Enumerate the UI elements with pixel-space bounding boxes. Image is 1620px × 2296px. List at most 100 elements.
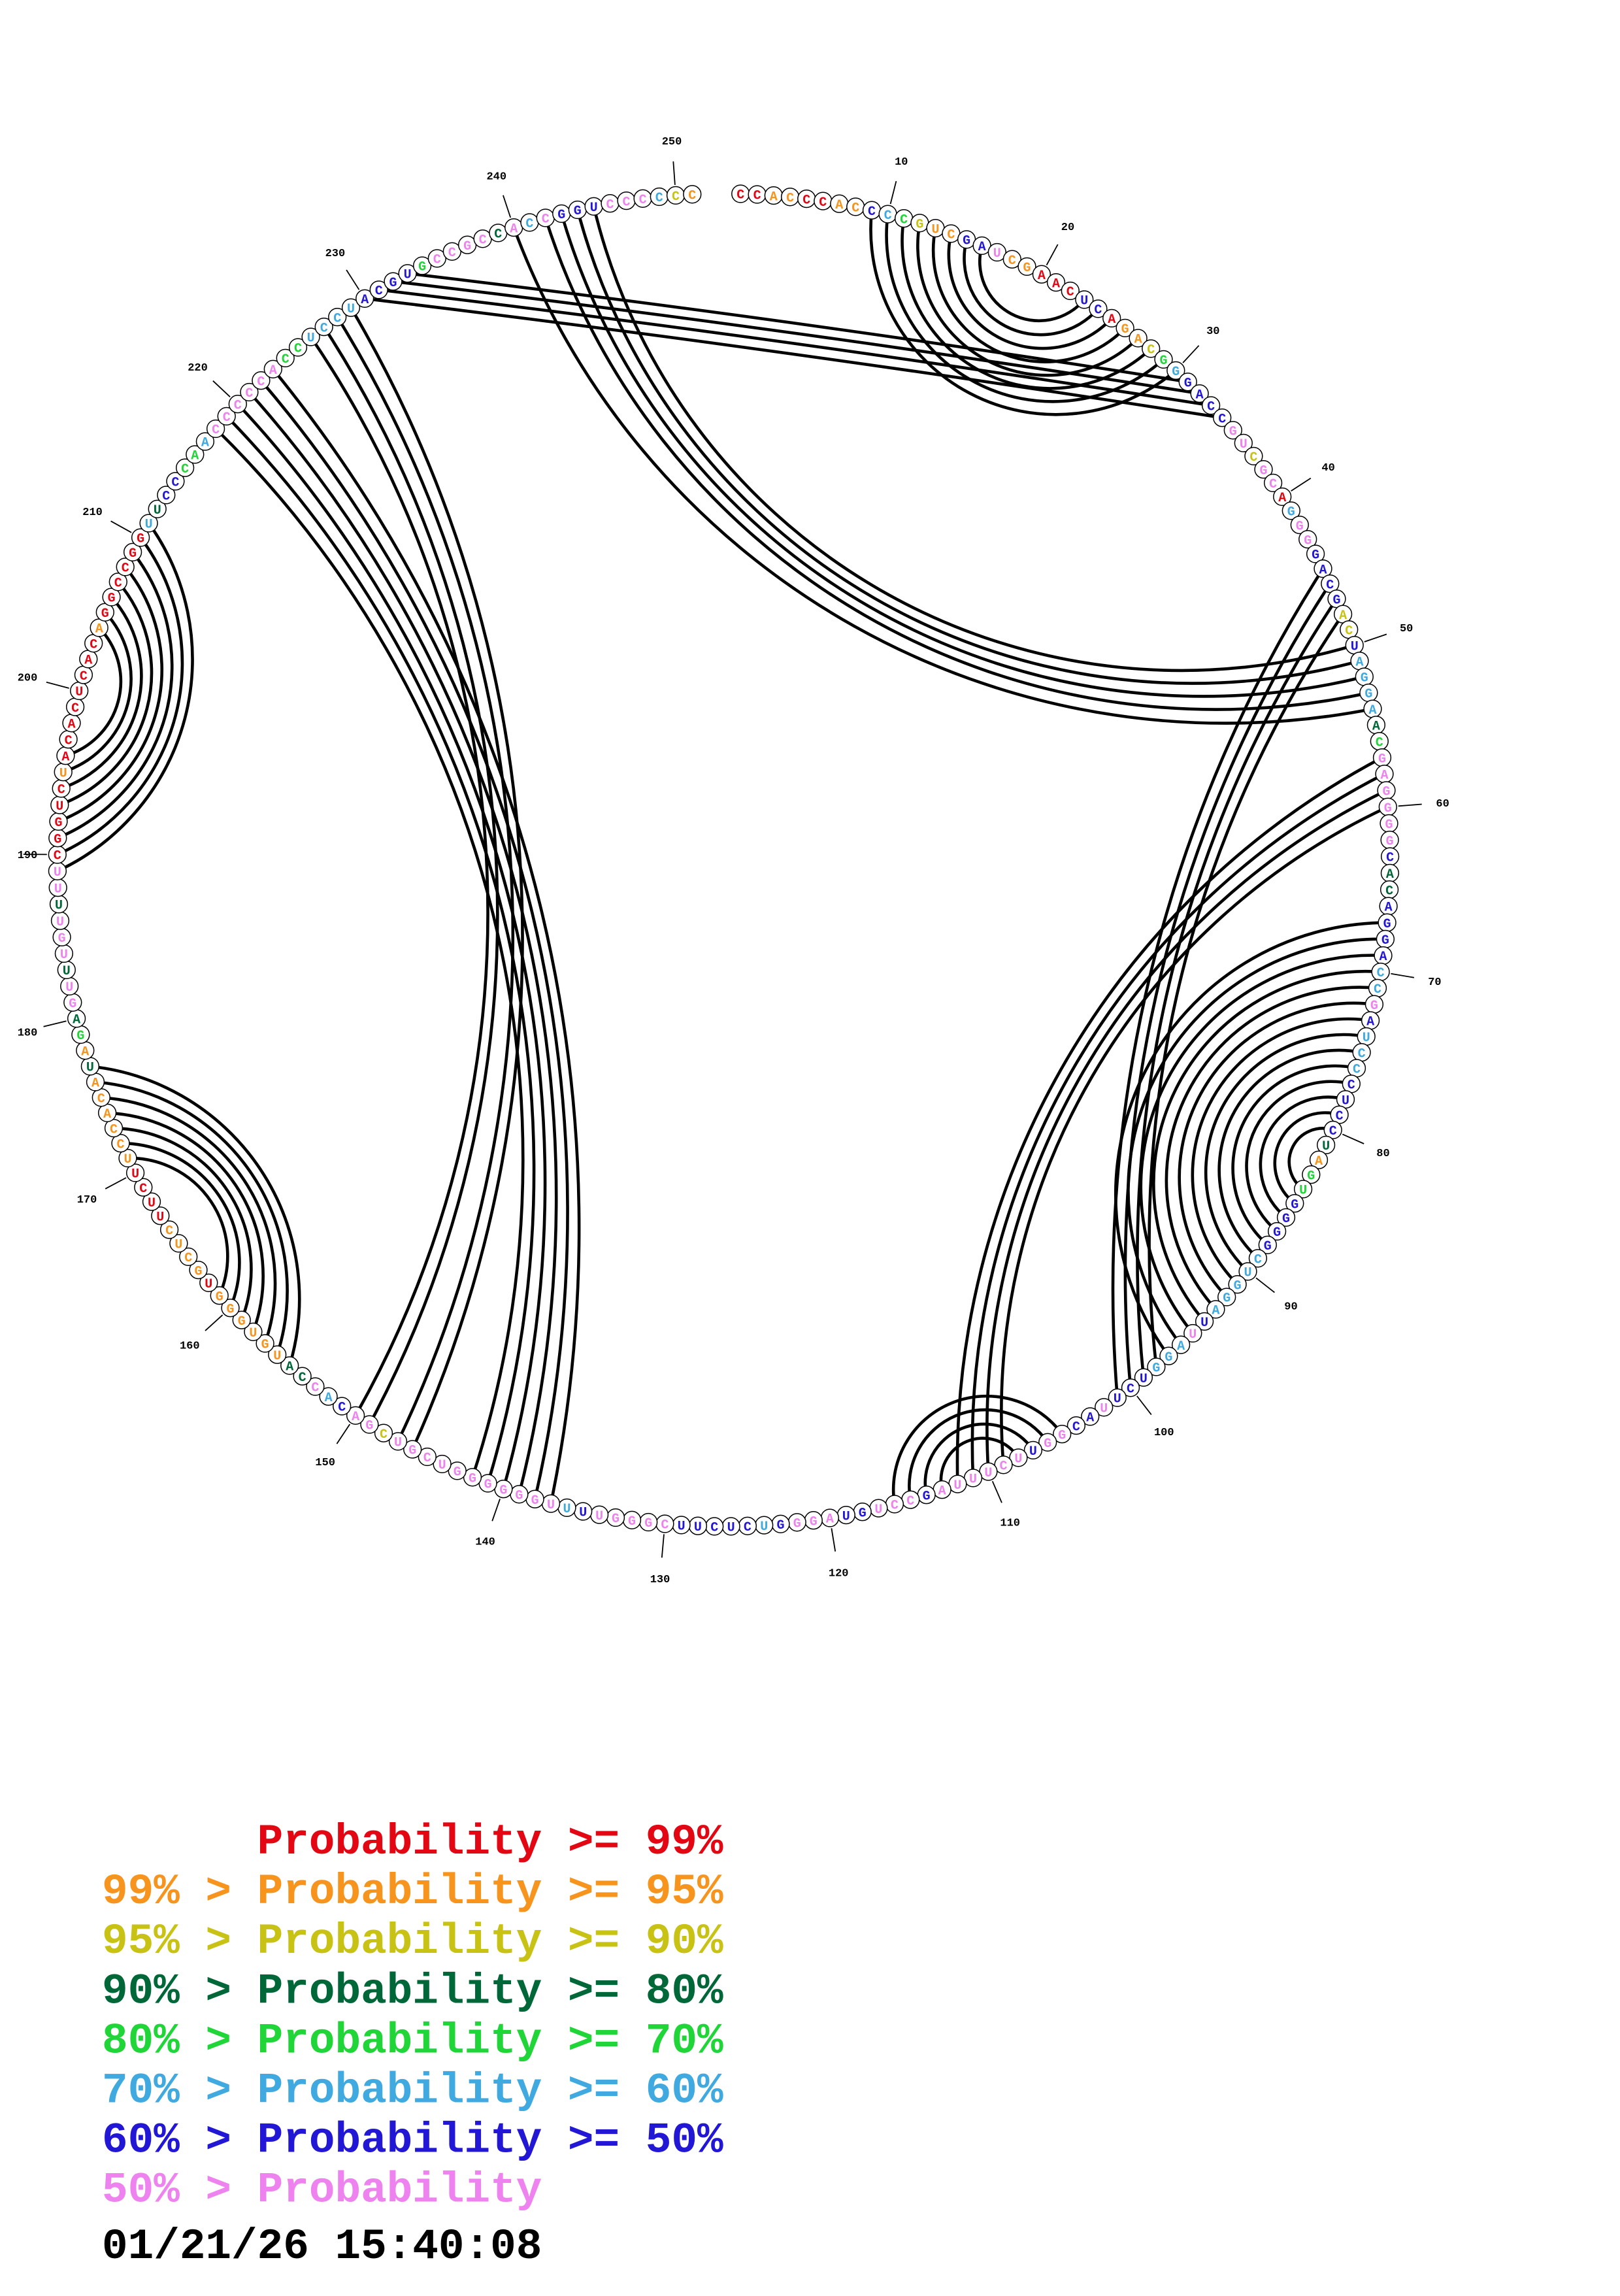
svg-text:U: U <box>760 1520 768 1535</box>
svg-text:C: C <box>80 669 88 684</box>
svg-text:G: G <box>261 1338 269 1353</box>
svg-text:C: C <box>54 849 61 864</box>
svg-text:220: 220 <box>188 362 208 374</box>
svg-text:G: G <box>389 276 397 291</box>
svg-text:C: C <box>58 783 65 798</box>
svg-text:G: G <box>916 218 923 233</box>
svg-text:240: 240 <box>486 171 506 183</box>
svg-text:A: A <box>84 654 92 669</box>
svg-text:U: U <box>842 1509 850 1524</box>
svg-text:G: G <box>644 1516 652 1531</box>
svg-text:U: U <box>984 1466 992 1481</box>
svg-text:G: G <box>101 607 109 622</box>
svg-text:G: G <box>137 532 144 547</box>
svg-text:C: C <box>234 398 242 413</box>
svg-text:C: C <box>433 253 441 268</box>
svg-text:U: U <box>563 1502 570 1517</box>
svg-text:C: C <box>448 246 456 261</box>
svg-text:U: U <box>249 1326 257 1341</box>
svg-text:G: G <box>1273 1225 1281 1240</box>
svg-text:U: U <box>54 882 62 897</box>
svg-text:U: U <box>60 948 68 963</box>
svg-text:G: G <box>1121 322 1129 337</box>
svg-text:C: C <box>622 195 630 210</box>
svg-text:200: 200 <box>18 673 38 685</box>
svg-text:40: 40 <box>1321 462 1334 474</box>
svg-text:C: C <box>1385 884 1393 899</box>
svg-text:U: U <box>124 1152 131 1167</box>
svg-text:G: G <box>76 1029 84 1044</box>
svg-text:C: C <box>282 352 289 367</box>
svg-text:G: G <box>408 1444 416 1459</box>
svg-text:U: U <box>1029 1444 1037 1459</box>
svg-text:80% > Probability >= 70%: 80% > Probability >= 70% <box>102 2016 723 2065</box>
svg-text:C: C <box>380 1427 388 1442</box>
svg-text:C: C <box>744 1520 752 1535</box>
svg-text:60% > Probability >= 50%: 60% > Probability >= 50% <box>102 2116 723 2165</box>
svg-text:A: A <box>352 1410 359 1425</box>
svg-text:C: C <box>171 476 179 491</box>
svg-text:C: C <box>1345 624 1353 639</box>
svg-text:G: G <box>1229 425 1237 440</box>
svg-text:U: U <box>1100 1402 1108 1417</box>
svg-text:130: 130 <box>650 1574 670 1586</box>
svg-text:C: C <box>245 386 253 401</box>
svg-text:C: C <box>1094 303 1102 318</box>
svg-text:C: C <box>639 193 647 208</box>
svg-text:C: C <box>710 1521 718 1536</box>
svg-text:150: 150 <box>315 1457 335 1469</box>
svg-text:U: U <box>273 1349 281 1364</box>
svg-text:C: C <box>1008 254 1016 269</box>
svg-text:G: G <box>463 239 471 254</box>
svg-text:G: G <box>531 1493 539 1508</box>
svg-text:G: G <box>1296 519 1304 534</box>
svg-text:180: 180 <box>18 1027 38 1039</box>
svg-text:U: U <box>590 201 598 216</box>
svg-text:A: A <box>770 190 778 205</box>
svg-text:C: C <box>311 1381 319 1396</box>
svg-text:C: C <box>1376 735 1383 750</box>
svg-text:U: U <box>174 1238 182 1253</box>
svg-text:C: C <box>688 189 696 204</box>
svg-text:U: U <box>547 1498 555 1513</box>
svg-text:A: A <box>286 1360 293 1375</box>
svg-text:U: U <box>65 980 73 995</box>
svg-text:C: C <box>1207 400 1215 415</box>
svg-text:C: C <box>423 1451 431 1466</box>
svg-text:A: A <box>191 449 199 464</box>
svg-text:C: C <box>181 462 189 477</box>
svg-text:C: C <box>1336 1109 1344 1124</box>
svg-text:C: C <box>116 1137 124 1152</box>
svg-text:C: C <box>165 1224 173 1239</box>
svg-text:C: C <box>375 284 383 299</box>
svg-text:230: 230 <box>325 248 346 260</box>
svg-text:U: U <box>394 1436 402 1451</box>
svg-text:G: G <box>793 1517 801 1532</box>
svg-text:U: U <box>579 1506 587 1521</box>
svg-text:C: C <box>868 205 876 220</box>
svg-text:G: G <box>1307 1169 1315 1184</box>
svg-text:170: 170 <box>77 1194 97 1206</box>
svg-text:70% > Probability >= 60%: 70% > Probability >= 60% <box>102 2067 723 2116</box>
svg-text:G: G <box>1287 505 1295 520</box>
svg-text:G: G <box>1361 671 1368 686</box>
svg-text:G: G <box>776 1518 784 1533</box>
svg-text:U: U <box>56 915 64 930</box>
svg-text:G: G <box>1165 1350 1172 1365</box>
svg-text:C: C <box>257 374 265 390</box>
svg-text:G: G <box>515 1489 523 1504</box>
svg-text:A: A <box>73 1013 80 1028</box>
svg-text:C: C <box>1066 285 1074 300</box>
svg-text:C: C <box>1329 1124 1337 1139</box>
svg-text:210: 210 <box>82 507 103 519</box>
svg-text:C: C <box>294 342 302 357</box>
svg-text:A: A <box>201 436 209 451</box>
svg-text:U: U <box>1240 437 1248 452</box>
svg-text:90: 90 <box>1284 1301 1297 1313</box>
svg-text:A: A <box>1315 1154 1323 1169</box>
svg-text:90% > Probability >= 80%: 90% > Probability >= 80% <box>102 1967 723 2016</box>
svg-text:99% > Probability >= 95%: 99% > Probability >= 95% <box>102 1867 723 1916</box>
svg-text:C: C <box>736 188 744 203</box>
svg-text:110: 110 <box>1000 1518 1020 1530</box>
svg-text:250: 250 <box>662 136 682 148</box>
